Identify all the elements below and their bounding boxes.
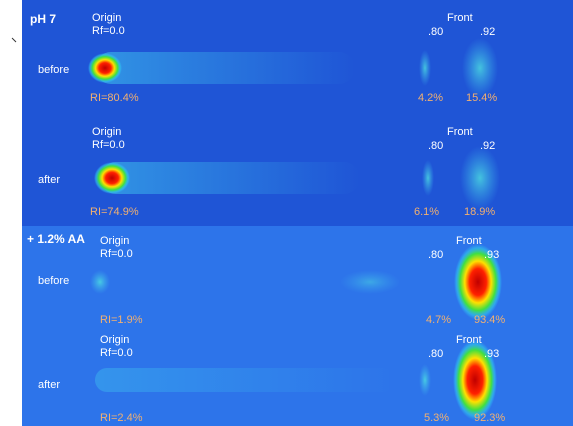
ri-label: 18.9%: [464, 206, 495, 218]
rf-label: Rf=0.0: [92, 139, 125, 151]
mark: [12, 38, 16, 42]
band: [340, 270, 400, 294]
band: [460, 146, 500, 210]
origin-label: Origin: [92, 126, 121, 138]
rf-label: Rf=0.0: [100, 347, 133, 359]
streak: [95, 368, 395, 392]
band: [90, 270, 110, 294]
band: [462, 38, 498, 98]
condition-label: after: [38, 174, 60, 186]
ri-label: RI=74.9%: [90, 206, 139, 218]
ri-label: RI=2.4%: [100, 412, 143, 424]
origin-label: Origin: [100, 334, 129, 346]
rf-mark: .92: [480, 140, 495, 152]
band: [422, 160, 434, 196]
origin-label: Origin: [92, 12, 121, 24]
ri-label: RI=1.9%: [100, 314, 143, 326]
ri-label: 5.3%: [424, 412, 449, 424]
front-label: Front: [447, 12, 473, 24]
ri-label: 92.3%: [474, 412, 505, 424]
band: [419, 50, 431, 86]
rf-mark: .93: [484, 348, 499, 360]
rf-mark: .80: [428, 249, 443, 261]
streak: [95, 52, 355, 84]
band: [419, 364, 431, 396]
condition-label: before: [38, 275, 69, 287]
ri-label: 93.4%: [474, 314, 505, 326]
spot: [94, 162, 130, 194]
origin-label: Origin: [100, 235, 129, 247]
front-label: Front: [456, 334, 482, 346]
front-label: Front: [456, 235, 482, 247]
condition-label: before: [38, 64, 69, 76]
rf-mark: .80: [428, 140, 443, 152]
front-label: Front: [447, 126, 473, 138]
rf-label: Rf=0.0: [100, 248, 133, 260]
ri-label: 6.1%: [414, 206, 439, 218]
section-label: pH 7: [30, 12, 56, 26]
streak: [100, 162, 360, 194]
ri-label: RI=80.4%: [90, 92, 139, 104]
condition-label: after: [38, 379, 60, 391]
rf-label: Rf=0.0: [92, 25, 125, 37]
section-label: + 1.2% AA: [27, 232, 85, 246]
figure: pH 7 + 1.2% AA OriginRf=0.0Front.80.92be…: [0, 0, 573, 426]
ri-label: 4.2%: [418, 92, 443, 104]
rf-mark: .93: [484, 249, 499, 261]
rf-mark: .92: [480, 26, 495, 38]
rf-mark: .80: [428, 26, 443, 38]
ri-label: 15.4%: [466, 92, 497, 104]
rf-mark: .80: [428, 348, 443, 360]
ri-label: 4.7%: [426, 314, 451, 326]
spot: [88, 53, 122, 83]
